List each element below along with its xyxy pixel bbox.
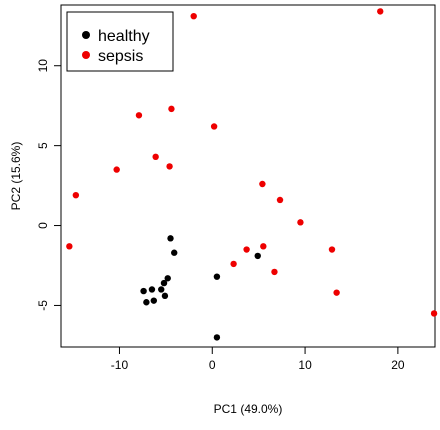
y-tick-label: 0 xyxy=(36,222,50,229)
x-tick-label: -10 xyxy=(111,358,129,372)
point-sepsis xyxy=(276,196,284,204)
x-tick-label: 20 xyxy=(391,358,405,372)
legend-marker-healthy xyxy=(82,31,90,39)
point-healthy xyxy=(150,297,158,304)
point-sepsis xyxy=(190,12,197,20)
point-healthy xyxy=(161,292,169,300)
legend-marker-sepsis xyxy=(82,51,90,59)
x-axis-label: PC1 (49.0%) xyxy=(214,402,283,416)
y-tick-label: 5 xyxy=(36,142,50,149)
point-sepsis xyxy=(168,105,175,113)
point-healthy xyxy=(143,299,150,306)
point-sepsis xyxy=(259,180,266,188)
point-healthy xyxy=(160,279,168,287)
legend: healthy sepsis xyxy=(66,11,174,72)
point-sepsis xyxy=(377,8,384,15)
legend-box xyxy=(66,11,174,72)
point-sepsis xyxy=(166,163,173,170)
point-sepsis xyxy=(210,123,218,130)
point-sepsis xyxy=(135,112,143,119)
point-sepsis xyxy=(230,260,237,268)
x-tick-label: 10 xyxy=(298,358,312,372)
y-tick-label: 10 xyxy=(36,59,50,73)
point-sepsis xyxy=(72,191,80,199)
point-healthy xyxy=(213,273,221,280)
point-sepsis xyxy=(152,153,159,161)
point-sepsis xyxy=(333,289,340,296)
point-sepsis xyxy=(243,246,250,253)
y-axis: -5 0 5 10 xyxy=(36,59,61,311)
legend-label-healthy: healthy xyxy=(98,28,150,45)
legend-label-sepsis: sepsis xyxy=(98,48,143,65)
point-healthy xyxy=(167,235,174,242)
point-healthy xyxy=(148,286,156,293)
point-sepsis xyxy=(430,310,438,317)
plot-frame xyxy=(60,4,436,348)
point-healthy xyxy=(140,287,147,295)
point-sepsis xyxy=(260,243,267,250)
point-healthy xyxy=(213,334,221,341)
point-healthy xyxy=(171,249,178,256)
point-sepsis xyxy=(297,219,304,226)
data-points xyxy=(66,8,438,341)
point-sepsis xyxy=(113,166,120,173)
point-healthy xyxy=(254,252,261,260)
point-healthy xyxy=(158,286,165,293)
point-sepsis xyxy=(328,246,336,253)
y-tick-label: -5 xyxy=(36,300,50,311)
point-healthy xyxy=(164,275,171,282)
x-axis: -10 0 10 20 xyxy=(111,347,405,372)
x-tick-label: 0 xyxy=(209,358,216,372)
y-axis-label: PC2 (15.6%) xyxy=(9,142,23,211)
point-sepsis xyxy=(271,268,278,276)
point-sepsis xyxy=(66,243,73,250)
